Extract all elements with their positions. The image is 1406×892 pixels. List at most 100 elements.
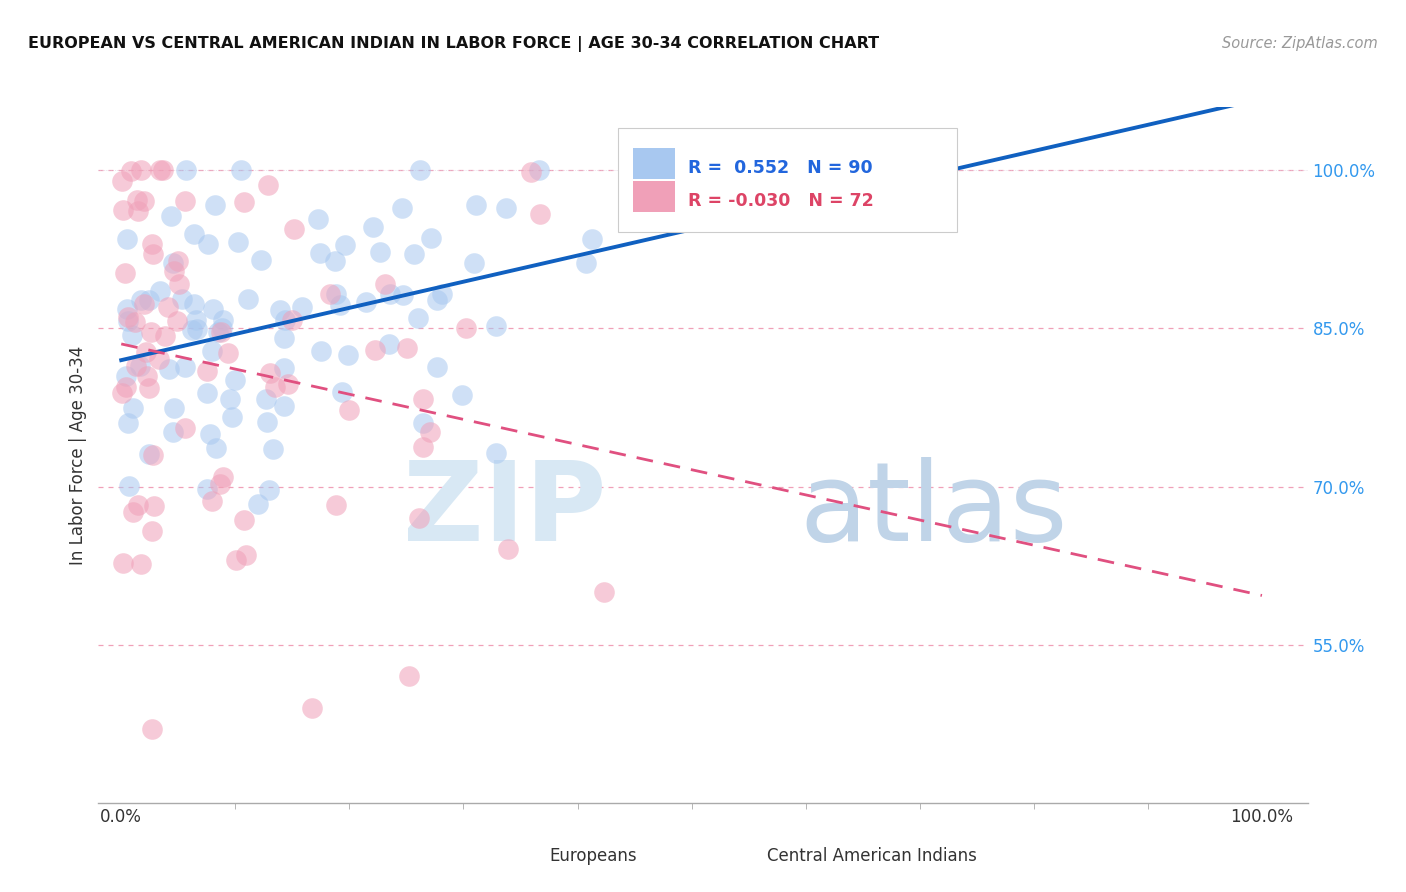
Point xyxy=(378,286,401,301)
Bar xyxy=(633,148,675,179)
Point xyxy=(529,207,551,221)
Y-axis label: In Labor Force | Age 30-34: In Labor Force | Age 30-34 xyxy=(69,345,87,565)
Point xyxy=(115,232,138,246)
Point xyxy=(259,366,281,380)
Point xyxy=(262,442,284,456)
Point xyxy=(117,310,139,325)
Point xyxy=(201,301,224,316)
Point xyxy=(575,255,598,269)
Point xyxy=(184,312,207,326)
Point xyxy=(277,376,299,391)
Point xyxy=(333,238,356,252)
Point xyxy=(406,310,429,325)
Point xyxy=(138,293,160,307)
Point xyxy=(323,254,346,268)
Point xyxy=(211,312,233,326)
Point xyxy=(197,237,219,252)
Point xyxy=(485,446,508,460)
Point xyxy=(249,253,271,268)
Point xyxy=(138,381,160,395)
Text: Central American Indians: Central American Indians xyxy=(768,847,977,865)
Point xyxy=(309,343,332,358)
Point xyxy=(183,297,205,311)
Point xyxy=(117,417,139,431)
Point xyxy=(166,314,188,328)
Text: Source: ZipAtlas.com: Source: ZipAtlas.com xyxy=(1222,36,1378,51)
Point xyxy=(246,497,269,511)
Point xyxy=(412,441,434,455)
Point xyxy=(308,212,330,227)
Point xyxy=(111,557,134,571)
Point xyxy=(325,498,347,512)
Point xyxy=(149,163,172,178)
Point xyxy=(395,341,418,355)
Point xyxy=(135,369,157,384)
Point xyxy=(391,201,413,215)
Point xyxy=(195,482,218,496)
Point xyxy=(129,293,152,307)
Point xyxy=(134,297,156,311)
Point xyxy=(186,322,208,336)
Point xyxy=(149,284,172,298)
Point xyxy=(463,256,485,270)
Point xyxy=(364,343,387,357)
Point xyxy=(273,361,295,376)
Point xyxy=(155,328,177,343)
Point xyxy=(398,669,420,683)
Point xyxy=(520,165,543,179)
Point xyxy=(129,558,152,572)
Point xyxy=(496,542,519,557)
Point xyxy=(264,380,287,394)
Point xyxy=(157,362,180,376)
Point xyxy=(162,425,184,439)
Point xyxy=(117,313,139,327)
Point xyxy=(409,163,432,178)
Point xyxy=(162,256,184,270)
Point xyxy=(593,585,616,599)
Point xyxy=(167,254,190,268)
Point xyxy=(269,303,291,318)
Point xyxy=(419,425,441,439)
Point xyxy=(142,499,165,513)
Point xyxy=(114,266,136,280)
Point xyxy=(451,388,474,402)
Point xyxy=(319,286,342,301)
Point xyxy=(412,417,434,431)
Point xyxy=(208,477,231,491)
Point xyxy=(157,301,180,315)
Point xyxy=(111,385,134,400)
Point xyxy=(485,318,508,333)
Point xyxy=(127,498,149,512)
Point xyxy=(408,511,430,525)
Point xyxy=(221,410,243,425)
Point xyxy=(420,231,443,245)
Point xyxy=(374,277,396,291)
Point xyxy=(291,300,314,314)
Point xyxy=(257,483,280,497)
Point xyxy=(273,331,295,345)
Point xyxy=(211,470,233,484)
Point xyxy=(370,245,392,260)
Point xyxy=(148,352,170,367)
Point xyxy=(224,373,246,387)
Text: EUROPEAN VS CENTRAL AMERICAN INDIAN IN LABOR FORCE | AGE 30-34 CORRELATION CHART: EUROPEAN VS CENTRAL AMERICAN INDIAN IN L… xyxy=(28,36,879,52)
Point xyxy=(135,345,157,359)
Point xyxy=(254,392,277,406)
Point xyxy=(195,385,218,400)
Point xyxy=(142,449,165,463)
Point xyxy=(257,178,280,192)
Point xyxy=(114,380,136,394)
Point xyxy=(204,197,226,211)
Point xyxy=(160,209,183,223)
Point xyxy=(495,201,517,215)
Point xyxy=(229,163,252,178)
Point xyxy=(121,328,143,343)
Point xyxy=(139,325,162,339)
Point xyxy=(169,277,191,292)
Point xyxy=(198,426,221,441)
Point xyxy=(274,313,297,327)
Text: R = -0.030   N = 72: R = -0.030 N = 72 xyxy=(689,192,875,210)
Point xyxy=(128,204,150,219)
Point xyxy=(174,163,197,178)
Point xyxy=(337,348,360,362)
